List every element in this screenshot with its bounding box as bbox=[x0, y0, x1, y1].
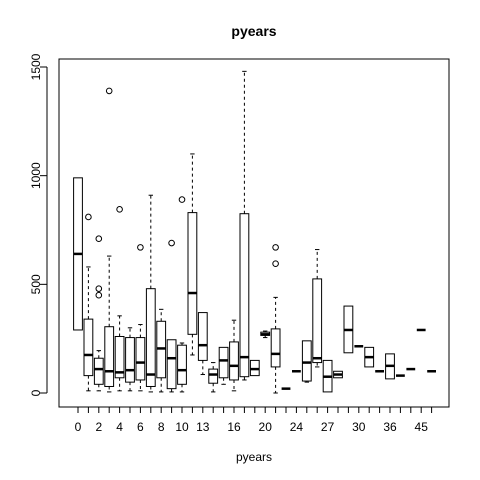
box-body bbox=[83, 318, 94, 377]
box-body bbox=[312, 278, 323, 364]
x-tick-label: 45 bbox=[415, 420, 429, 434]
box-21 bbox=[270, 244, 281, 394]
x-tick-label: 4 bbox=[116, 420, 123, 434]
outlier-point bbox=[137, 244, 144, 251]
chart-title: pyears bbox=[231, 23, 276, 39]
x-tick-label: 13 bbox=[196, 420, 210, 434]
box-29 bbox=[343, 305, 354, 354]
box-body bbox=[301, 340, 312, 382]
box-body bbox=[125, 337, 135, 383]
box-9 bbox=[166, 239, 177, 393]
x-tick-label: 20 bbox=[259, 420, 273, 434]
x-tick-label: 10 bbox=[175, 420, 189, 434]
x-axis: 0 2 4 6 8 10 13 16 20 24 27 30 36 45 bbox=[75, 406, 433, 434]
plot-frame bbox=[58, 58, 450, 408]
x-axis-label: pyears bbox=[236, 450, 272, 464]
outlier-point bbox=[95, 285, 103, 292]
box-26 bbox=[312, 249, 323, 368]
box-14 bbox=[208, 362, 219, 393]
box-7 bbox=[145, 194, 156, 393]
box-body bbox=[145, 288, 156, 387]
x-tick-label: 36 bbox=[383, 420, 397, 434]
box-body bbox=[166, 339, 177, 390]
y-tick-label: 500 bbox=[29, 274, 43, 294]
outlier-point bbox=[272, 260, 279, 267]
box-36 bbox=[385, 353, 395, 380]
box-body bbox=[177, 344, 187, 385]
outlier-point bbox=[95, 291, 103, 299]
box-8 bbox=[156, 308, 167, 393]
outlier-point bbox=[95, 235, 103, 242]
box-28 bbox=[333, 370, 343, 379]
box-body bbox=[187, 212, 198, 335]
box-6 bbox=[135, 244, 146, 392]
x-tick-label: 27 bbox=[321, 420, 335, 434]
box-25 bbox=[301, 340, 312, 383]
box-13 bbox=[197, 312, 208, 376]
box-body bbox=[218, 346, 229, 379]
box-11 bbox=[187, 153, 198, 356]
y-tick-label: 1500 bbox=[29, 53, 43, 80]
box-body bbox=[208, 368, 219, 384]
y-axis: 0 500 1000 1500 bbox=[29, 53, 48, 396]
box-19 bbox=[249, 359, 260, 377]
box-body bbox=[239, 213, 250, 378]
box-10 bbox=[177, 196, 187, 393]
x-tick-label: 6 bbox=[137, 420, 144, 434]
boxes-group bbox=[73, 70, 436, 394]
box-body bbox=[270, 328, 281, 368]
box-31 bbox=[364, 346, 375, 368]
x-tick-label: 2 bbox=[95, 420, 102, 434]
box-body bbox=[197, 312, 208, 361]
box-body bbox=[104, 326, 115, 387]
x-tick-label: 16 bbox=[227, 420, 241, 434]
x-tick-label: 0 bbox=[75, 420, 82, 434]
box-5 bbox=[125, 327, 135, 392]
x-tick-label: 30 bbox=[352, 420, 366, 434]
box-body bbox=[229, 341, 239, 381]
box-body bbox=[135, 337, 146, 381]
box-16 bbox=[229, 319, 239, 392]
box-1 bbox=[83, 213, 94, 392]
outlier-point bbox=[168, 239, 175, 247]
box-27 bbox=[322, 359, 333, 393]
y-tick-label: 1000 bbox=[29, 162, 43, 189]
box-3 bbox=[104, 87, 115, 393]
outlier-point bbox=[178, 196, 186, 203]
outlier-point bbox=[116, 206, 123, 213]
box-15 bbox=[218, 346, 229, 385]
box-20 bbox=[260, 330, 271, 339]
x-tick-label: 8 bbox=[158, 420, 165, 434]
box-17 bbox=[239, 70, 250, 381]
box-4 bbox=[114, 206, 125, 392]
box-2 bbox=[93, 235, 104, 392]
box-body bbox=[93, 357, 104, 385]
y-tick-label: 0 bbox=[29, 389, 43, 396]
x-tick-label: 24 bbox=[290, 420, 304, 434]
box-0 bbox=[73, 177, 83, 331]
outlier-point bbox=[105, 87, 113, 95]
box-body bbox=[114, 335, 125, 379]
outlier-point bbox=[272, 244, 279, 251]
outlier-point bbox=[85, 213, 92, 221]
